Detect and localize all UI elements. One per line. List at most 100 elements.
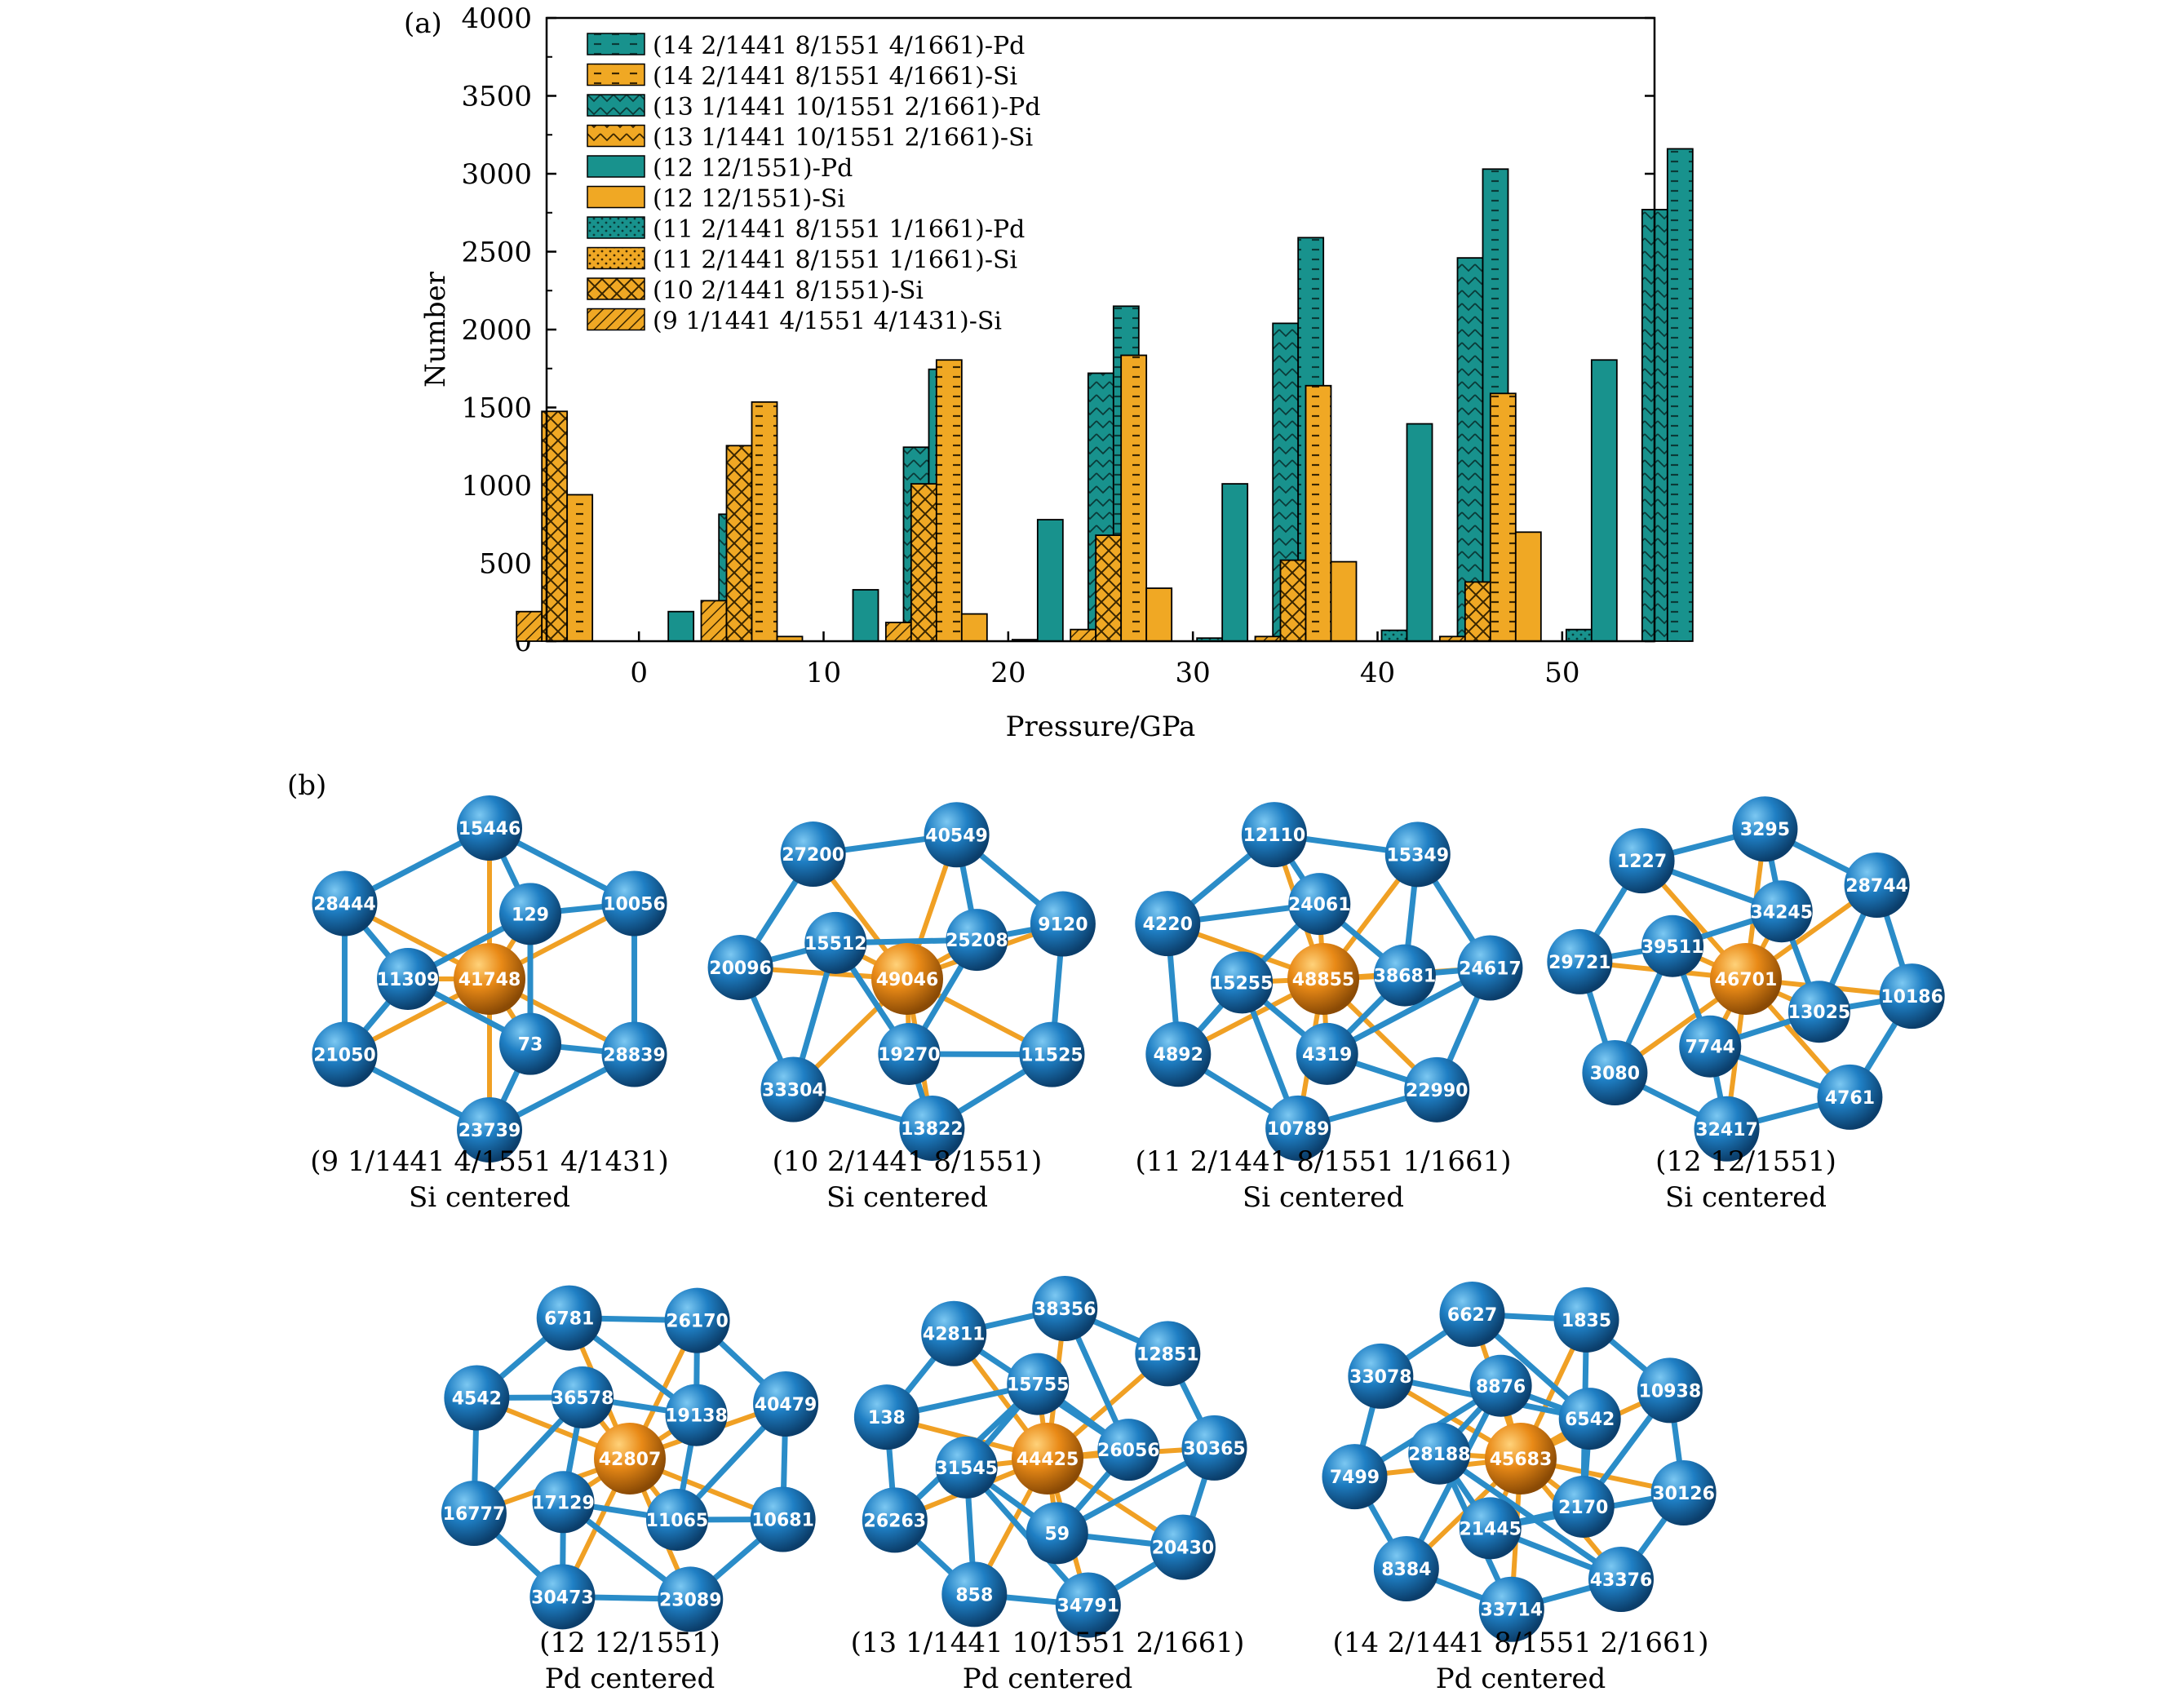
bar bbox=[751, 401, 778, 642]
atom bbox=[1679, 1015, 1742, 1078]
y-tick-label: 1500 bbox=[461, 392, 532, 425]
atom bbox=[1732, 796, 1798, 862]
bar-chart: 0 500 1000 1500 2000 2500 3000 3500 4000 0 10 20 30… bbox=[419, 2, 1694, 743]
atom-label: 6781 bbox=[544, 1309, 594, 1330]
atom bbox=[1055, 1572, 1121, 1638]
legend-swatch bbox=[587, 308, 645, 331]
y-tick-label: 1000 bbox=[461, 470, 532, 503]
cluster-5: 40479 10681 23089 30473 16777 4542 6781 26170 42… bbox=[441, 1285, 819, 1695]
bar bbox=[1145, 587, 1173, 642]
atom bbox=[862, 1487, 928, 1553]
center-atom-label: 42807 bbox=[599, 1450, 662, 1470]
atom bbox=[1650, 1460, 1717, 1526]
bar bbox=[1120, 354, 1148, 642]
center-atom-label: 45683 bbox=[1490, 1450, 1553, 1470]
center-atom-label: 41748 bbox=[459, 970, 521, 990]
cluster-caption: (12 12/1551) bbox=[539, 1627, 720, 1659]
x-tick-label: 0 bbox=[630, 657, 648, 689]
atom-label: 3080 bbox=[1590, 1064, 1640, 1084]
atom-label: 15255 bbox=[1211, 973, 1274, 994]
atom-label: 7744 bbox=[1686, 1038, 1735, 1058]
atom bbox=[750, 1486, 816, 1552]
center-atom bbox=[1485, 1423, 1557, 1495]
atom bbox=[499, 883, 561, 945]
legend-swatch bbox=[587, 124, 645, 148]
atom bbox=[1694, 1096, 1760, 1162]
legend-entry: (14 2/1441 8/1551 4/1661)-Si bbox=[653, 63, 1017, 91]
atom bbox=[457, 795, 522, 861]
atom-label: 22990 bbox=[1406, 1081, 1469, 1101]
bar bbox=[667, 610, 695, 642]
x-tick-label: 30 bbox=[1176, 657, 1211, 689]
legend-swatch bbox=[587, 185, 645, 209]
atom bbox=[1288, 873, 1351, 936]
atom-label: 59 bbox=[1044, 1524, 1070, 1544]
bar bbox=[1305, 384, 1332, 642]
atom-label: 13025 bbox=[1788, 1003, 1851, 1023]
atom bbox=[1478, 1576, 1544, 1642]
atom bbox=[1135, 891, 1201, 957]
atom bbox=[1844, 852, 1910, 919]
atom bbox=[1459, 1497, 1522, 1560]
atom-label: 11525 bbox=[1021, 1046, 1083, 1066]
atom bbox=[444, 1365, 510, 1431]
atom-label: 25208 bbox=[946, 931, 1008, 951]
legend-entry: (13 1/1441 10/1551 2/1661)-Si bbox=[653, 124, 1033, 153]
atom-label: 39511 bbox=[1641, 937, 1704, 958]
legend-swatch bbox=[587, 94, 645, 117]
atom-label: 36578 bbox=[552, 1388, 614, 1409]
atom bbox=[899, 1095, 965, 1161]
atom-label: 42811 bbox=[923, 1325, 986, 1345]
atom bbox=[1582, 1039, 1648, 1105]
cluster-subcaption: Si centered bbox=[826, 1181, 988, 1214]
bar bbox=[1590, 359, 1618, 642]
bar bbox=[1095, 534, 1123, 642]
panel-label-b: (b) bbox=[287, 769, 326, 802]
legend: (14 2/1441 8/1551 4/1661)-Pd (14 2/1441 8… bbox=[587, 32, 1040, 336]
atom-label: 12110 bbox=[1243, 826, 1306, 846]
bar bbox=[910, 483, 937, 642]
atom bbox=[1348, 1343, 1414, 1409]
atom-label: 15446 bbox=[459, 819, 521, 839]
atom bbox=[1322, 1444, 1388, 1510]
atom bbox=[1817, 1064, 1883, 1130]
cluster-subcaption: Pd centered bbox=[963, 1663, 1132, 1695]
y-tick-label: 3500 bbox=[461, 81, 532, 113]
legend-swatch bbox=[587, 155, 645, 178]
x-tick-label: 40 bbox=[1360, 657, 1395, 689]
atom bbox=[1150, 1514, 1216, 1580]
legend-swatch bbox=[587, 277, 645, 300]
atom-label: 15755 bbox=[1007, 1375, 1070, 1396]
atom-label: 7499 bbox=[1330, 1468, 1380, 1488]
bar bbox=[1070, 628, 1097, 642]
atom bbox=[1788, 981, 1850, 1043]
atom-label: 33714 bbox=[1481, 1601, 1544, 1621]
cluster-3: 15349 24617 22990 10789 4892 4220 12110 48855 38… bbox=[1135, 802, 1523, 1214]
y-tick-label: 4000 bbox=[461, 2, 532, 35]
bar bbox=[1330, 560, 1358, 642]
atom-label: 9120 bbox=[1038, 915, 1088, 936]
bar bbox=[1666, 148, 1694, 642]
atom bbox=[1439, 1281, 1505, 1347]
atom-label: 17129 bbox=[532, 1493, 595, 1513]
center-atom-label: 44425 bbox=[1017, 1450, 1079, 1470]
bar bbox=[852, 589, 879, 642]
cluster-caption: (12 12/1551) bbox=[1655, 1145, 1836, 1178]
atom bbox=[1457, 935, 1523, 1001]
atom bbox=[707, 935, 773, 1001]
atom-label: 2170 bbox=[1558, 1498, 1608, 1518]
atom bbox=[1408, 1422, 1471, 1485]
atom-label: 33078 bbox=[1349, 1367, 1412, 1388]
atom-label: 40479 bbox=[755, 1395, 817, 1415]
legend-swatch bbox=[587, 246, 645, 270]
atom-label: 28188 bbox=[1408, 1445, 1471, 1465]
center-atom bbox=[1012, 1423, 1083, 1495]
legend-entry: (13 1/1441 10/1551 2/1661)-Pd bbox=[653, 93, 1040, 122]
atom-label: 6627 bbox=[1447, 1305, 1497, 1326]
cluster-subcaption: Pd centered bbox=[545, 1663, 715, 1695]
bar bbox=[1514, 531, 1542, 642]
atom-label: 10789 bbox=[1267, 1119, 1330, 1140]
atom bbox=[1641, 914, 1704, 977]
atom-label: 4892 bbox=[1154, 1045, 1203, 1065]
